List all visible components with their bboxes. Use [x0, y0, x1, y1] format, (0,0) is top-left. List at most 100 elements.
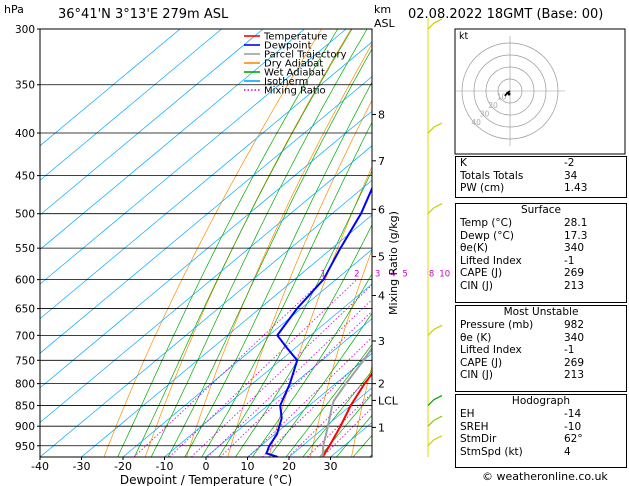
wet-adiabat: [184, 81, 372, 457]
wind-barb: [427, 18, 443, 30]
isotherm: [40, 29, 347, 285]
dry-adiabat: [186, 43, 372, 457]
isotherm: [247, 352, 372, 457]
temperature-tick-label: 30: [324, 460, 338, 473]
dewpoint-line: [265, 186, 372, 457]
surface-row: CIN (J) 213: [460, 279, 585, 292]
mixing-ratio-label: 5: [402, 270, 407, 280]
mixing-ratio-line: [133, 279, 324, 457]
mixing-ratio-line: [169, 279, 358, 457]
hodograph-trace: [504, 90, 511, 97]
isotherm: [40, 179, 372, 457]
surface-row: Temp (°C) 28.1: [460, 217, 588, 229]
isotherm: [40, 29, 181, 147]
wet-adiabat: [167, 48, 372, 457]
unstable-row: Lifted Index -1: [460, 344, 575, 356]
pressure-tick-label: 550: [15, 243, 35, 255]
storm-motion-marker: [507, 92, 511, 96]
isotherm: [40, 29, 264, 216]
km-tick-label: 8: [378, 108, 385, 121]
legend-label: Dewpoint: [264, 41, 312, 52]
pressure-tick-label: 500: [15, 209, 35, 221]
dry-adiabat: [103, 29, 322, 457]
surface-row: Dewp (°C) 17.3: [460, 229, 588, 242]
mixing-ratio-label: 1: [320, 270, 325, 280]
legend-label: Isotherm: [264, 77, 308, 88]
wet-adiabat: [134, 29, 353, 457]
wet-adiabat: [150, 29, 368, 457]
temperature-tick-label: 20: [282, 460, 296, 473]
mixing-ratio-label: 4: [390, 270, 395, 280]
temperature-tick-label: -10: [156, 460, 174, 473]
legend-label: Wet Adiabat: [264, 68, 325, 79]
temperature-tick-label: -40: [31, 460, 49, 473]
isotherm: [40, 145, 372, 423]
wind-barb: [427, 415, 443, 427]
km-tick-label: LCL: [378, 394, 399, 407]
wet-adiabat: [302, 370, 372, 457]
pressure-tick-label: 950: [15, 441, 35, 453]
hodograph-row: EH -14: [460, 408, 582, 420]
surface-box: Surface Temp (°C) 28.1 Dewp (°C) 17.3 θe(K…: [455, 203, 627, 303]
hodograph-index-title: Hodograph: [511, 395, 571, 407]
wind-barb: [427, 122, 443, 134]
mixing-ratio-label: 2: [354, 270, 359, 280]
basic-indices-box: K -2 Totals Totals 34 PW (cm) 1.43: [455, 156, 627, 198]
isotherm: [40, 41, 372, 320]
hodograph-index-box: Hodograph EH -14 SREH -10 StmDir 62° StmSpd…: [455, 394, 627, 468]
index-row-k: K -2: [460, 157, 575, 169]
mixing-ratio-line: [287, 374, 372, 457]
mixing-ratio-line: [190, 284, 372, 457]
pressure-tick-label: 300: [15, 24, 35, 36]
hodograph-row: StmSpd (kt) 4: [460, 445, 571, 458]
location-title: 36°41'N 3°13'E 279m ASL: [58, 7, 229, 22]
pressure-tick-label: 450: [15, 171, 35, 183]
mixing-ratio-line: [207, 299, 372, 457]
pressure-tick-label: 350: [15, 80, 35, 92]
dry-adiabat: [144, 29, 352, 457]
legend-label: Mixing Ratio: [264, 86, 326, 97]
isotherm: [122, 249, 372, 457]
km-tick-label: 7: [378, 155, 385, 168]
hodograph-ring-label: 30: [480, 110, 490, 119]
wet-adiabat: [252, 273, 372, 457]
wind-barb: [427, 435, 443, 447]
hodograph-ring-label: 20: [488, 101, 498, 110]
hodograph-ring-label: 10: [497, 93, 507, 102]
legend-label: Parcel Trajectory: [264, 50, 347, 61]
km-axis-label: km: [374, 3, 392, 16]
most-unstable-box: Most Unstable Pressure (mb) 982 θe (K) 340…: [455, 305, 627, 392]
isotherm: [40, 76, 372, 354]
hpa-axis-label: hPa: [4, 3, 24, 16]
km-tick-label: 1: [378, 421, 385, 434]
hodograph-row: StmDir 62°: [460, 433, 583, 445]
wet-adiabat: [201, 121, 372, 457]
hodograph-ring-label: 40: [471, 118, 481, 127]
wind-barb: [427, 395, 443, 406]
index-row-pw: PW (cm) 1.43: [460, 182, 588, 194]
temperature-tick-label: -20: [114, 460, 132, 473]
temperature-line: [321, 372, 372, 457]
dry-adiabat: [351, 364, 372, 457]
temperature-tick-label: 10: [241, 460, 255, 473]
hodograph-frame: [454, 28, 626, 155]
mixing-ratio-line: [306, 392, 372, 457]
plot-area: [40, 29, 372, 457]
temperature-tick-label: 0: [203, 460, 210, 473]
index-row-totals: Totals Totals 34: [460, 169, 578, 182]
mixing-ratio-axis-title: Mixing Ratio (g/kg): [387, 211, 400, 315]
wind-barb: [427, 203, 443, 215]
pressure-tick-label: 800: [15, 379, 35, 391]
mixing-ratio-line: [322, 407, 372, 457]
km-tick-label: 5: [378, 251, 385, 264]
wet-adiabat: [268, 312, 372, 457]
isotherm: [164, 283, 372, 457]
surface-row: Lifted Index -1: [460, 254, 575, 267]
pressure-tick-label: 400: [15, 128, 35, 140]
surface-title: Surface: [520, 204, 561, 216]
isotherm: [81, 214, 372, 457]
asl-axis-label: ASL: [374, 17, 395, 30]
pressure-tick-label: 750: [15, 355, 35, 367]
mixing-ratio-line: [261, 349, 372, 457]
